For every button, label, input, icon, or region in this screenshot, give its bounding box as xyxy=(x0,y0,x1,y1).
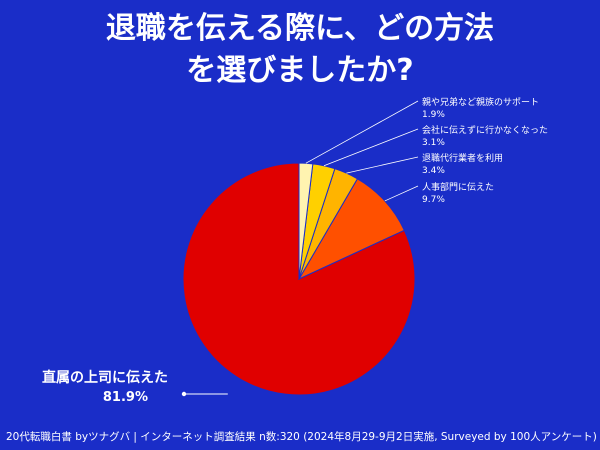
slice-label-5: 親や兄弟など親族のサポート xyxy=(422,96,539,108)
slice-label-2: 人事部門に伝えた xyxy=(422,181,494,193)
chart-title-line-2: を選びましたか? xyxy=(186,53,414,88)
leader-line-5 xyxy=(305,100,419,164)
leader-line-3 xyxy=(346,156,419,174)
chart-title-line-1: 退職を伝える際に、どの方法 xyxy=(105,11,495,46)
leader-dot-1 xyxy=(181,391,187,397)
slice-value-2: 9.7% xyxy=(422,195,445,205)
chart-title: 退職を伝える際に、どの方法 を選びましたか? xyxy=(0,8,600,92)
slice-value-5: 1.9% xyxy=(422,110,445,120)
leader-line-4 xyxy=(323,128,419,167)
slice-value-3: 3.4% xyxy=(422,166,445,176)
slice-label-4: 会社に伝えずに行かなくなった xyxy=(422,124,548,136)
source-footnote: 20代転職白書 byツナグバ | インターネット調査結果 n数:320 (202… xyxy=(6,431,597,443)
pie-slice-5 xyxy=(298,162,314,280)
slice-value-4: 3.1% xyxy=(422,138,445,148)
slice-label-3: 退職代行業者を利用 xyxy=(422,152,503,164)
slice-label-1: 直属の上司に伝えた xyxy=(42,369,168,386)
slice-value-1: 81.9% xyxy=(103,390,148,405)
leader-line-2 xyxy=(384,185,419,202)
